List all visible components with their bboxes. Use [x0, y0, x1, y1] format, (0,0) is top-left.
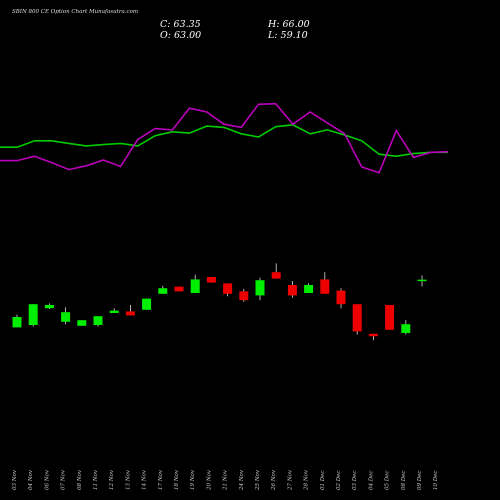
x-tick-label: 07 Nov [61, 469, 67, 490]
x-tick-label: 19 Nov [190, 469, 196, 490]
candle-body [61, 312, 71, 322]
x-tick-label: 02 Dec [336, 471, 342, 491]
candle-body [223, 283, 233, 294]
candle-body [206, 277, 216, 283]
x-tick-label: 21 Nov [223, 469, 229, 491]
candle-body [368, 333, 378, 337]
candle-body [142, 298, 152, 310]
x-tick-label: 06 Nov [44, 469, 50, 490]
x-tick-label: 12 Nov [109, 469, 115, 490]
candle-body [255, 280, 265, 296]
candle-body [28, 304, 38, 325]
x-tick-label: 08 Dec [401, 471, 407, 491]
x-tick-label: 13 Nov [125, 469, 131, 490]
x-tick-label: 08 Nov [77, 469, 83, 490]
candle-body [385, 305, 395, 330]
candle-body [239, 291, 249, 301]
chart-title: SBIN 800 CE Option Chart Munafasutra.com [12, 9, 139, 15]
x-tick-label: 05 Dec [385, 471, 391, 491]
candle-body [174, 286, 184, 292]
x-tick-label: 10 Dec [433, 471, 439, 491]
x-tick-label: 11 Nov [93, 469, 99, 490]
x-tick-label: 24 Nov [239, 469, 245, 491]
candle-body [93, 316, 103, 325]
x-tick-label: 18 Nov [174, 469, 180, 490]
high-value: H: 66.00 [268, 19, 310, 30]
candle-body [44, 305, 54, 309]
candle-body [158, 288, 168, 294]
x-tick-label: 03 Nov [12, 469, 18, 490]
candle-body [77, 320, 87, 326]
x-tick-label: 27 Nov [287, 469, 293, 491]
candle-body [401, 324, 411, 333]
candle-body [304, 285, 314, 293]
x-tick-label: 01 Dec [320, 471, 326, 491]
low-value: L: 59.10 [268, 30, 308, 41]
candle-body [125, 311, 135, 316]
x-tick-label: 20 Nov [206, 469, 212, 491]
indicator-line-top [0, 123, 448, 158]
candle-body [320, 279, 330, 294]
x-axis-labels: 03 Nov 04 Nov 06 Nov 07 Nov 08 Nov 11 Nov 12 N… [12, 469, 439, 491]
candle-body [12, 317, 22, 328]
open-value: O: 63.00 [160, 30, 202, 41]
candle-body [417, 279, 427, 282]
candle-body [352, 304, 362, 332]
x-tick-label: 17 Nov [158, 469, 164, 490]
close-value: C: 63.35 [160, 19, 201, 30]
indicator-line-mid [0, 102, 449, 174]
x-tick-label: 25 Nov [255, 469, 261, 491]
x-tick-label: 26 Nov [271, 469, 277, 491]
candle-body [271, 272, 281, 279]
x-tick-label: 03 Dec [352, 471, 358, 491]
x-tick-label: 09 Dec [417, 471, 423, 491]
x-tick-label: 04 Dec [368, 471, 374, 491]
candle-body [336, 290, 346, 305]
x-tick-label: 04 Nov [28, 469, 34, 490]
x-tick-label: 14 Nov [142, 469, 148, 490]
candle-body [287, 285, 297, 296]
candle-body [109, 310, 119, 313]
candles-group [12, 263, 427, 341]
x-tick-label: 28 Nov [304, 469, 310, 491]
candle-body [190, 279, 200, 293]
